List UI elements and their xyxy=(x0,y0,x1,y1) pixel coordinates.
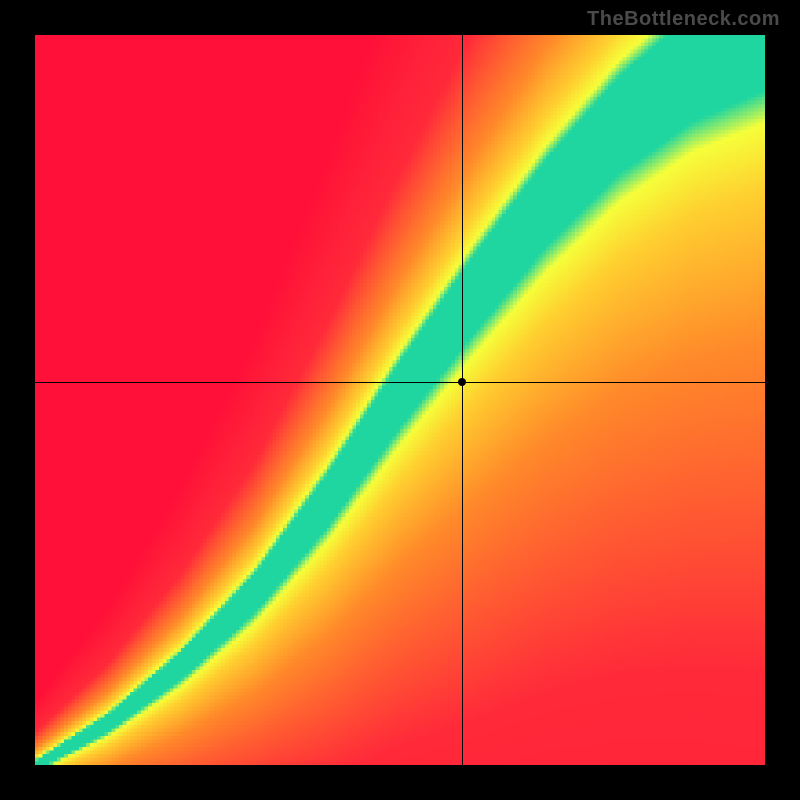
heatmap-canvas xyxy=(35,35,765,765)
crosshair-horizontal xyxy=(35,382,765,383)
crosshair-marker xyxy=(458,378,466,386)
crosshair-vertical xyxy=(462,35,463,765)
heatmap-plot xyxy=(35,35,765,765)
watermark-text: TheBottleneck.com xyxy=(587,8,780,31)
